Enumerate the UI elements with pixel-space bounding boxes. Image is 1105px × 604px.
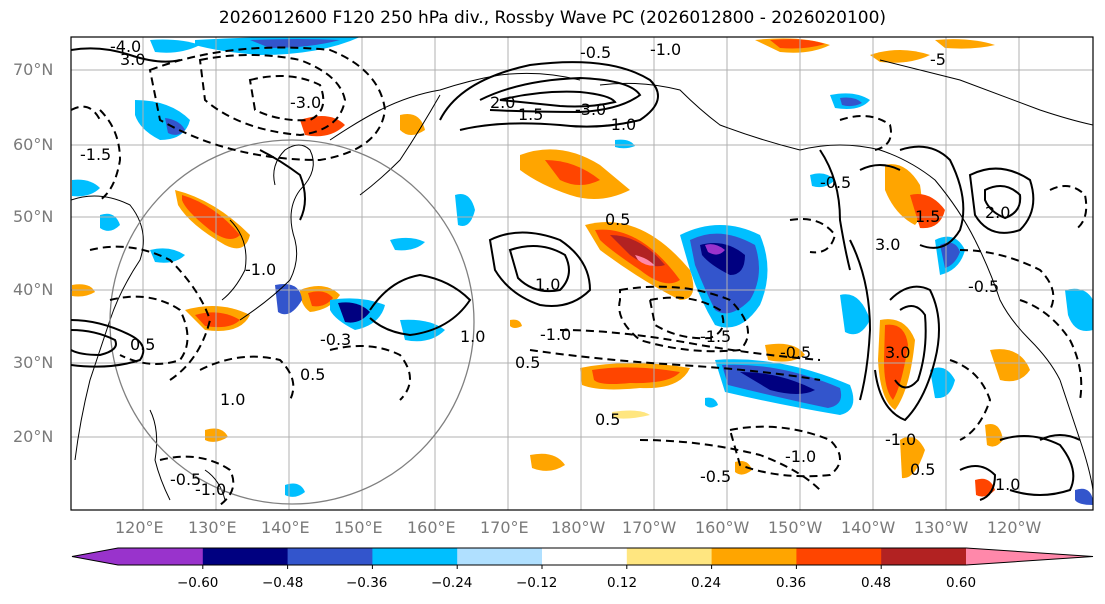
lon-label: 160°E [407,518,456,537]
contour-label: -0.5 [700,467,731,486]
lat-label: 40°N [13,280,54,299]
contour-label: 0.5 [300,365,325,384]
contour-label: -1.0 [195,480,226,499]
lat-label: 30°N [13,353,54,372]
lon-label: 160°W [695,518,750,537]
colorbar-segment [881,548,967,565]
contour-label: 0.5 [515,353,540,372]
reference-circle [109,139,475,505]
colorbar-segment [542,548,628,565]
contour-label: 2.0 [985,203,1010,222]
lat-label: 50°N [13,207,54,226]
colorbar-segment [711,548,797,565]
contour-label: 0.5 [605,210,630,229]
colorbar-tick-label: 0.12 [607,575,638,591]
map-title: 2026012600 F120 250 hPa div., Rossby Wav… [218,8,887,28]
contour-label: -1.0 [650,40,681,59]
colorbar-tick-label: −0.12 [516,575,558,591]
map-border [70,36,1094,511]
colorbar-segment [626,548,713,565]
lon-label: 150°E [334,518,383,537]
contour-label: 0.5 [595,410,620,429]
negative-divergence-shading [72,37,1093,505]
contour-label: -1.0 [245,260,276,279]
positive-contours [71,47,1081,501]
lon-label: 170°E [480,518,529,537]
lat-label: 60°N [13,135,54,154]
coastlines [71,59,1093,501]
colorbar-segment [457,548,543,565]
lat-label: 70°N [13,60,54,79]
contour-label: 1.0 [995,475,1020,494]
contour-label: 3.0 [120,50,145,69]
colorbar-tick-label: −0.36 [346,575,388,591]
contour-label: 0.5 [910,460,935,479]
colorbar-tick-label: 0.36 [776,575,807,591]
contour-label: -1.0 [540,325,571,344]
colorbar-segment [202,548,289,565]
contour-label: 1.0 [460,327,485,346]
colorbar-tick-label: −0.48 [262,575,304,591]
lon-label: 140°E [261,518,310,537]
lon-label: 140°W [841,518,896,537]
contour-label: 1.5 [518,105,543,124]
colorbar-tick-label: 0.24 [691,575,722,591]
lon-label: 120°W [987,518,1042,537]
lon-label: 130°E [188,518,237,537]
negative-contours [71,46,1088,506]
contour-label: -0.3 [320,330,351,349]
contour-labels: -0.5 -1.0 -3.0 -4.0 2.0 1.5 -1.0 0.5 -1.… [80,37,1020,499]
contour-label: -1.0 [785,447,816,466]
contour-label: -0.5 [580,43,611,62]
colorbar [71,547,1094,569]
colorbar-segment [287,548,373,565]
lon-label: 180°W [551,518,606,537]
lon-label: 120°E [115,518,164,537]
graticule [71,37,1093,510]
colorbar-extend-high [966,548,1093,565]
contour-label: 0.5 [130,335,155,354]
colorbar-tick-label: −0.24 [431,575,473,591]
colorbar-segment [372,548,458,565]
contour-label: 3.0 [885,343,910,362]
contour-label: 2.0 [490,93,515,112]
lon-label: 130°W [914,518,969,537]
contour-label: -0.5 [968,277,999,296]
colorbar-segment [796,548,882,565]
colorbar-tick-label: 0.48 [861,575,892,591]
contour-label: -1.0 [605,115,636,134]
contour-label: 1.5 [915,207,940,226]
contour-label: -5 [930,50,946,69]
contour-label: -0.5 [780,343,811,362]
contour-label: -3.0 [290,93,321,112]
colorbar-segment [118,548,203,565]
contour-label: -4.0 [110,37,141,56]
contour-label: -1.0 [885,430,916,449]
colorbar-tick-label: 0.60 [946,575,977,591]
contour-label: -0.5 [170,470,201,489]
colorbar-tick-label: −0.60 [177,575,219,591]
map-frame [71,37,1093,510]
positive-divergence-shading [72,38,1030,497]
colorbar-outline [71,547,1094,566]
contour-label: 1.0 [535,275,560,294]
contour-label: -0.5 [820,173,851,192]
contour-label: -3.0 [575,100,606,119]
lon-label: 150°W [768,518,823,537]
contour-label: 3.0 [875,235,900,254]
contour-label: 1.0 [220,390,245,409]
lat-label: 20°N [13,427,54,446]
contour-label: -1.5 [700,327,731,346]
colorbar-extend-low [72,548,118,565]
lon-label: 170°W [622,518,677,537]
contour-label: -1.5 [80,145,111,164]
